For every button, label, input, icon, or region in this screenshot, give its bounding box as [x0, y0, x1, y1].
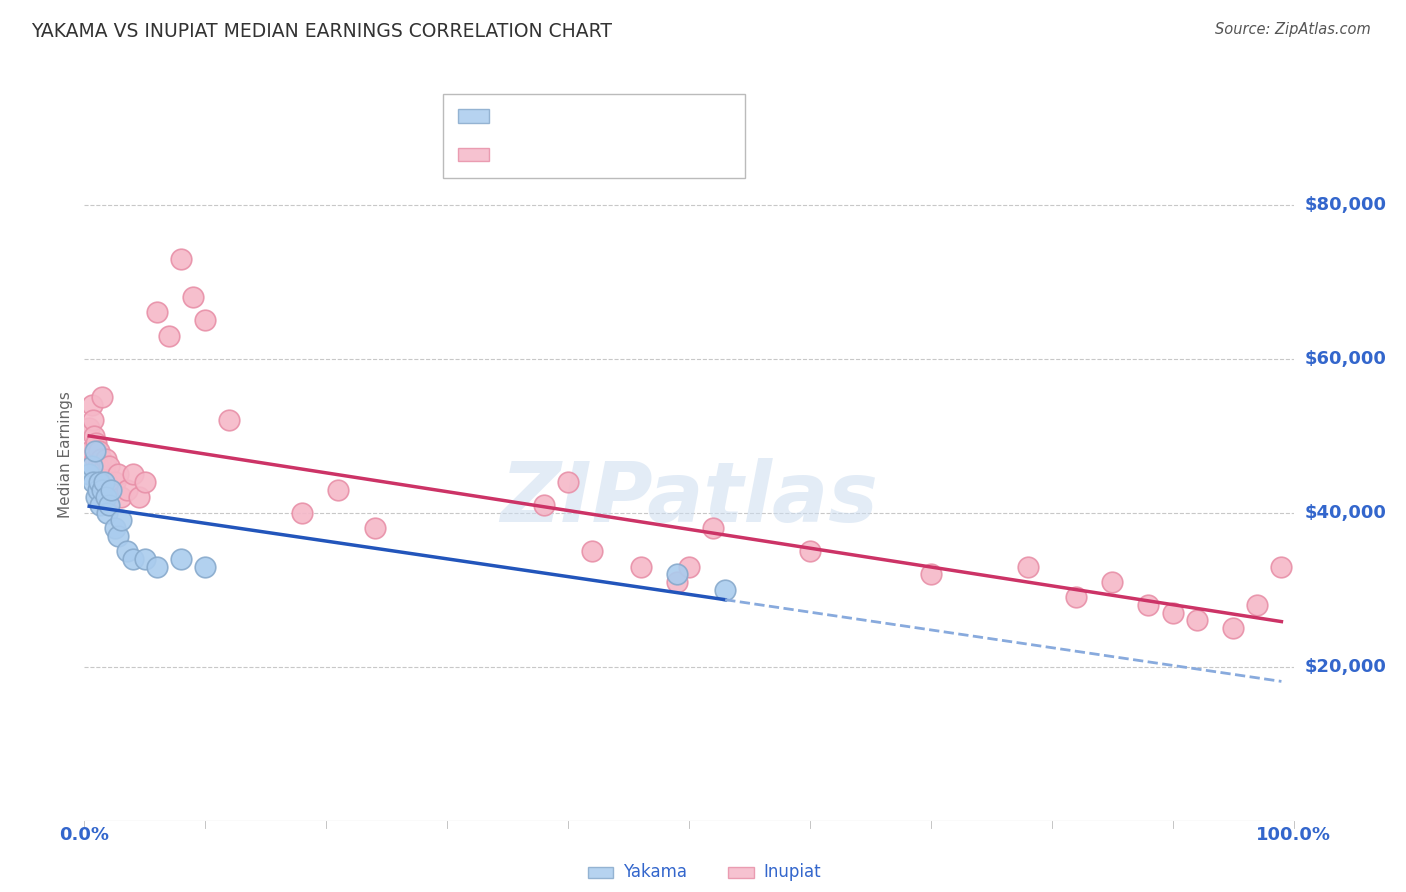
Point	[84, 444, 107, 458]
Point	[533, 498, 555, 512]
Point	[91, 390, 114, 404]
Point	[89, 467, 111, 482]
Point	[93, 475, 115, 489]
Point	[134, 475, 156, 489]
Point	[157, 328, 180, 343]
Point	[90, 451, 112, 466]
Point	[1137, 598, 1160, 612]
Text: Inupiat: Inupiat	[763, 863, 821, 881]
Point	[665, 574, 688, 589]
Point	[84, 451, 107, 466]
Point	[104, 521, 127, 535]
Point	[181, 290, 204, 304]
Point	[170, 252, 193, 266]
Text: $40,000: $40,000	[1305, 504, 1386, 522]
Text: Yakama: Yakama	[623, 863, 688, 881]
Point	[94, 459, 117, 474]
Point	[630, 559, 652, 574]
Point	[115, 483, 138, 497]
Text: R = -0.574    N = 25: R = -0.574 N = 25	[499, 107, 668, 125]
Point	[702, 521, 724, 535]
Point	[79, 444, 101, 458]
Point	[920, 567, 942, 582]
Point	[115, 544, 138, 558]
Point	[134, 552, 156, 566]
Point	[80, 459, 103, 474]
Text: R = -0.423    N = 52: R = -0.423 N = 52	[499, 145, 668, 163]
Point	[100, 483, 122, 497]
Point	[97, 459, 120, 474]
Point	[146, 305, 169, 319]
Point	[1064, 591, 1087, 605]
Text: Source: ZipAtlas.com: Source: ZipAtlas.com	[1215, 22, 1371, 37]
Point	[83, 428, 105, 442]
Point	[1017, 559, 1039, 574]
Point	[110, 513, 132, 527]
Point	[77, 421, 100, 435]
Point	[581, 544, 603, 558]
Y-axis label: Median Earnings: Median Earnings	[58, 392, 73, 518]
Point	[194, 313, 217, 327]
Point	[110, 490, 132, 504]
Point	[82, 475, 104, 489]
Point	[1246, 598, 1268, 612]
Text: ZIPatlas: ZIPatlas	[501, 458, 877, 540]
Point	[104, 475, 127, 489]
Point	[291, 506, 314, 520]
Point	[107, 529, 129, 543]
Point	[146, 559, 169, 574]
Point	[678, 559, 700, 574]
Point	[128, 490, 150, 504]
Point	[107, 467, 129, 482]
Text: $60,000: $60,000	[1305, 350, 1386, 368]
Point	[1222, 621, 1244, 635]
Point	[86, 483, 108, 497]
Point	[77, 467, 100, 482]
Point	[121, 552, 143, 566]
Point	[89, 498, 111, 512]
Point	[91, 483, 114, 497]
Point	[194, 559, 217, 574]
Point	[799, 544, 821, 558]
Point	[665, 567, 688, 582]
Point	[86, 490, 108, 504]
Point	[121, 467, 143, 482]
Point	[96, 506, 118, 520]
Point	[1270, 559, 1292, 574]
Point	[87, 444, 110, 458]
Point	[100, 483, 122, 497]
Point	[328, 483, 350, 497]
Point	[93, 475, 115, 489]
Text: YAKAMA VS INUPIAT MEDIAN EARNINGS CORRELATION CHART: YAKAMA VS INUPIAT MEDIAN EARNINGS CORREL…	[31, 22, 612, 41]
Point	[1185, 614, 1208, 628]
Point	[94, 451, 117, 466]
Text: $20,000: $20,000	[1305, 657, 1386, 675]
Point	[363, 521, 385, 535]
Point	[94, 490, 117, 504]
Point	[170, 552, 193, 566]
Point	[80, 398, 103, 412]
Point	[1161, 606, 1184, 620]
Point	[557, 475, 579, 489]
Point	[86, 459, 108, 474]
Point	[218, 413, 240, 427]
Text: $80,000: $80,000	[1305, 195, 1386, 214]
Point	[82, 413, 104, 427]
Point	[87, 475, 110, 489]
Point	[714, 582, 737, 597]
Point	[96, 475, 118, 489]
Point	[97, 498, 120, 512]
Point	[1101, 574, 1123, 589]
Point	[86, 436, 108, 450]
